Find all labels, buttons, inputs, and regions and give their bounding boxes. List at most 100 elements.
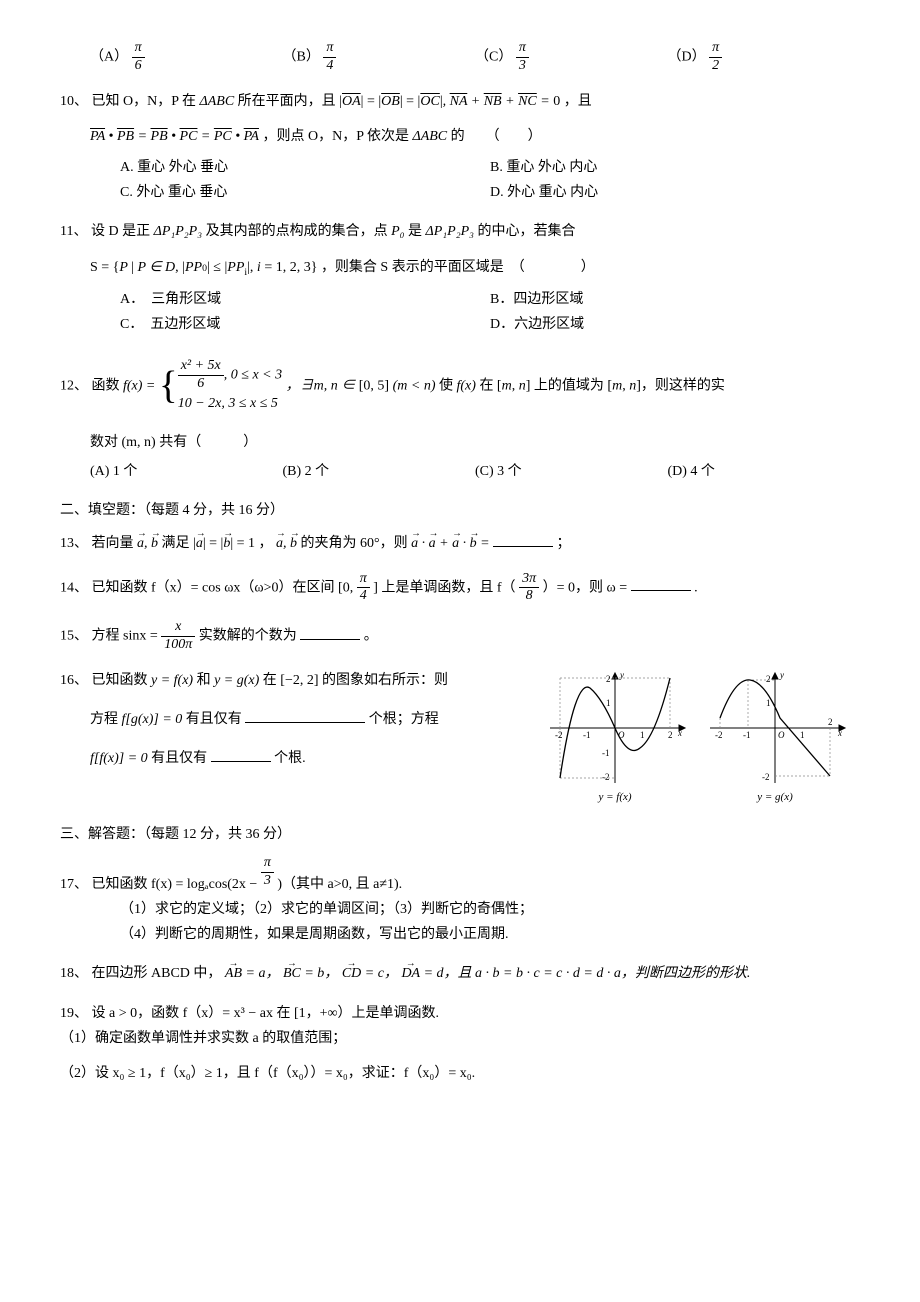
vec-cd: →CD [342,961,361,986]
text: ； [557,536,571,551]
case1-cond: , 0 ≤ x < 3 [224,368,282,383]
text: . [694,580,698,595]
q10-opt-d: D. 外心 重心 内心 [490,180,860,205]
text: ， [259,536,273,551]
text: 所在平面内，且 [238,94,340,109]
q18: 18、 在四边形 ABCD 中， →AB = a， →BC = b， →CD =… [60,961,860,986]
q9-opt-b: （B） π4 [283,40,476,75]
yf: y = f(x) [151,673,193,688]
section-2-head: 二、填空题：（每题 4 分，共 16 分） [60,498,860,523]
frac-den: 3 [261,873,274,890]
text: 使 f(x) 在 [m, n] 上的值域为 [m, n]，则这样的实 [439,379,725,394]
q10-opt-b: B. 重心 外心 内心 [490,155,860,180]
frac-num: π [261,855,274,873]
svg-text:2: 2 [668,730,673,740]
graph-g: -2-1 12 12 -2 O xy y = g(x) [700,668,850,808]
q12-opt-a: (A) 1 个 [90,459,283,484]
text: 已知函数 f（x）= cos ωx（ω>0）在区间 [0, [92,580,357,595]
text: ] 上是单调函数，且 f（ [373,580,515,595]
vec-ab: →a, →b [137,536,158,551]
q15: 15、 方程 sinx = x100π 实数解的个数为 。 [60,619,860,654]
text: ，则集合 S 表示的平面区域是 （ ） [321,260,595,275]
svg-text:1: 1 [766,698,771,708]
q-num: 12、 [60,379,88,394]
expr: →a · →a + →a · →b = [411,536,489,551]
q14: 14、 已知函数 f（x）= cos ωx（ω>0）在区间 [0, π4 ] 上… [60,571,860,606]
q19: 19、 设 a > 0，函数 f（x）= x³ − ax 在 [1，+∞）上是单… [60,1001,860,1087]
eq: |→a| = |→b| = 1 [193,536,255,551]
svg-text:1: 1 [606,698,611,708]
blank [493,532,553,547]
frac-den: 4 [357,588,370,605]
q17-sub2: （4）判断它的周期性，如果是周期函数，写出它的最小正周期. [60,922,860,947]
q-num: 15、 [60,629,88,644]
triangle2: ΔABC [412,129,447,144]
svg-text:1: 1 [800,730,805,740]
svg-text:O: O [618,730,625,740]
svg-text:-2: -2 [715,730,723,740]
text: 是 [408,224,426,239]
text: 及其内部的点构成的集合，点 [206,224,392,239]
text: 的夹角为 60°，则 [301,536,412,551]
svg-text:x: x [837,728,842,738]
svg-text:2: 2 [766,674,771,684]
q17-sub1: （1）求它的定义域；（2）求它的单调区间；（3）判断它的奇偶性； [60,897,860,922]
frac-den: 2 [709,58,722,75]
q9-options: （A） π6 （B） π4 （C） π3 （D） π2 [60,40,860,75]
q12: 12、 函数 f(x) = { x² + 5x6, 0 ≤ x < 3 10 −… [60,351,860,484]
opt-label: （C） [475,50,512,65]
q12-opt-c: (C) 3 个 [475,459,668,484]
q11-opt-a: A． 三角形区域 [120,287,490,312]
text: 的中心，若集合 [478,224,576,239]
q13: 13、 若向量 →a, →b 满足 |→a| = |→b| = 1 ， →a, … [60,531,860,556]
text: 。 [364,629,378,644]
blank [245,708,365,723]
text: 有且仅有 [186,712,242,727]
svg-text:-2: -2 [555,730,563,740]
opt-label: （A） [90,50,128,65]
frac-num: 3π [519,571,539,589]
eq: = c， [365,966,398,981]
svg-text:2: 2 [828,717,833,727]
q-num: 10、 [60,94,88,109]
text: 个根；方程 [369,712,439,727]
case1-num: x² + 5x [178,358,224,376]
text: 已知 O，N，P 在 [92,94,200,109]
triangle: ΔABC [200,94,235,109]
q-num: 16、 [60,673,88,688]
eq1: f[g(x)] = 0 [122,712,183,727]
q12-opt-d: (D) 4 个 [668,459,861,484]
text: 设 a > 0，函数 f（x）= x³ − ax 在 [1，+∞）上是单调函数. [92,1006,440,1021]
frac-num: x [161,619,195,637]
q16: -2-1 12 12 -1-2 O xy y = f(x) [60,668,860,808]
graph-g-label: y = g(x) [700,788,850,808]
frac-num: π [132,40,145,58]
set-def: S = {P | P ∈ D, |PP0| ≤ |PPi|, i = 1, 2,… [90,260,317,275]
svg-text:y: y [779,670,784,680]
vec-da: →DA [401,961,420,986]
q17: 17、 已知函数 f(x) = logₐcos(2x − π3 )（其中 a>0… [60,855,860,948]
text: 在 [−2, 2] 的图象如右所示：则 [263,673,448,688]
q11-opt-c: C． 五边形区域 [120,312,490,337]
q16-graphs: -2-1 12 12 -1-2 O xy y = f(x) [540,668,860,808]
svg-text:2: 2 [606,674,611,684]
frac-num: π [516,40,529,58]
frac-den: 8 [519,588,539,605]
text: 若向量 [92,536,138,551]
q12-opt-b: (B) 2 个 [283,459,476,484]
eq: = b， [304,966,338,981]
text: 方程 sinx = [92,629,162,644]
text: 实数解的个数为 [199,629,297,644]
q19-sub1: （1）确定函数单调性并求实数 a 的取值范围； [60,1026,860,1051]
frac-den: 100π [161,637,195,654]
blank [300,625,360,640]
svg-text:-2: -2 [762,772,770,782]
svg-text:-1: -1 [743,730,751,740]
text: 方程 [90,712,122,727]
frac-den: 6 [132,58,145,75]
vec-bc: →BC [283,961,301,986]
tri2: ΔP₁P₂P₃ [426,224,474,239]
svg-text:y: y [619,670,624,680]
text: 已知函数 f(x) = logₐcos(2x − [92,877,261,892]
frac-num: π [709,40,722,58]
